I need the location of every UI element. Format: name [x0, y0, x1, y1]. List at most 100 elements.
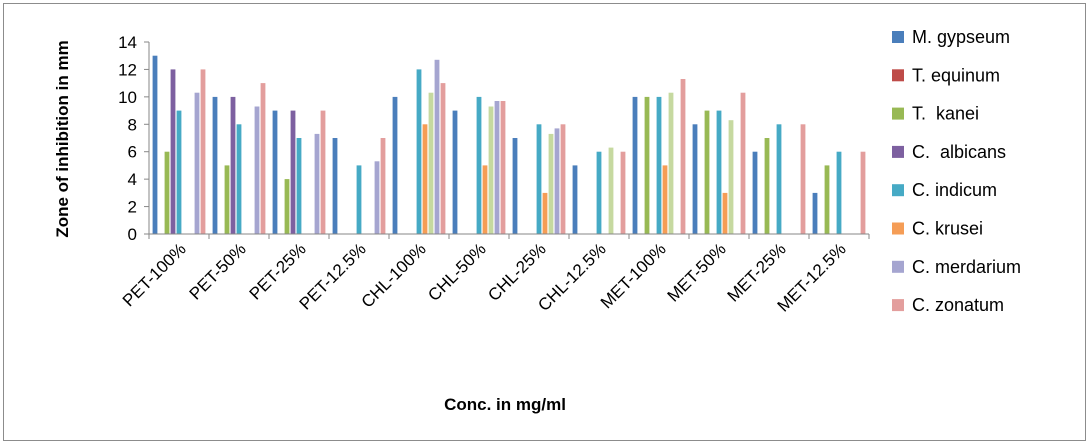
- bar-m-gypseum: [392, 96, 398, 235]
- bar-chart: 02468101214PET-100%PET-50%PET-25%PET-12.…: [53, 27, 1021, 414]
- bar-extra: [428, 92, 434, 234]
- legend-swatch: [892, 31, 904, 43]
- bar-c-indicum: [356, 165, 362, 234]
- bar-extra: [488, 106, 494, 234]
- x-category-label: CHL-100%: [358, 239, 430, 311]
- bar-c-indicum: [536, 124, 542, 234]
- bar-c-zonatum: [200, 69, 206, 235]
- bar-t-kanei: [284, 179, 290, 234]
- bar-m-gypseum: [752, 151, 758, 234]
- bar-c-zonatum: [320, 110, 326, 234]
- bar-c-zonatum: [800, 124, 806, 234]
- legend-swatch: [892, 107, 904, 120]
- y-tick-label: 10: [118, 88, 137, 107]
- bar-c-merdarium: [434, 59, 440, 234]
- bar-c-indicum: [716, 110, 722, 234]
- bar-c-merdarium: [254, 106, 260, 234]
- legend-label: M. gypseum: [912, 27, 1010, 47]
- bar-c-merdarium: [314, 133, 320, 234]
- bar-extra: [668, 92, 674, 234]
- y-tick-label: 2: [128, 198, 137, 217]
- bar-t-kanei: [224, 165, 230, 234]
- bar-c-krusei: [542, 192, 548, 234]
- y-tick-label: 12: [118, 60, 137, 79]
- axes-layer: [144, 41, 870, 239]
- bar-c-zonatum: [620, 151, 626, 234]
- bar-c-zonatum: [740, 92, 746, 234]
- y-tick-label: 0: [128, 225, 137, 244]
- bar-c-indicum: [476, 96, 482, 235]
- bar-c-indicum: [296, 138, 302, 234]
- bar-c-krusei: [722, 192, 728, 234]
- bar-c-zonatum: [860, 151, 866, 234]
- bar-m-gypseum: [332, 138, 338, 234]
- legend-label: C. merdarium: [912, 257, 1021, 277]
- bar-c-krusei: [662, 165, 668, 234]
- bar-c-indicum: [776, 124, 782, 234]
- legend-label: C. krusei: [912, 219, 983, 239]
- bar-c-indicum: [236, 124, 242, 234]
- bar-c-indicum: [836, 151, 842, 234]
- y-tick-label: 8: [128, 115, 137, 134]
- bar-m-gypseum: [632, 96, 638, 235]
- bar-m-gypseum: [152, 55, 158, 235]
- bar-t-kanei: [704, 110, 710, 234]
- bar-c-albicans: [290, 110, 296, 234]
- chart-frame: 0 2 4 6 8 10 12 14 PET-100% PET-50% PET-25% PET-12.…: [3, 3, 1086, 441]
- bar-c-zonatum: [380, 138, 386, 234]
- bar-t-kanei: [164, 151, 170, 234]
- y-tick-label: 6: [128, 143, 137, 162]
- legend-swatch: [892, 260, 904, 273]
- x-category-label: PET-50%: [186, 239, 250, 303]
- legend-swatch: [892, 69, 904, 82]
- bar-c-merdarium: [194, 92, 200, 234]
- legend-swatch: [892, 145, 904, 158]
- bar-c-krusei: [482, 165, 488, 234]
- bar-c-indicum: [656, 96, 662, 235]
- x-category-label: MET-100%: [597, 239, 670, 312]
- x-category-label: MET-50%: [664, 239, 730, 305]
- bar-c-zonatum: [260, 83, 266, 234]
- bar-m-gypseum: [212, 96, 218, 235]
- bar-t-kanei: [644, 96, 650, 235]
- x-category-label: PET-100%: [119, 239, 190, 310]
- bar-c-albicans: [230, 96, 236, 235]
- legend: M. gypseum T. equinum T. kanei C. albicans C…: [892, 27, 1021, 315]
- bar-m-gypseum: [452, 110, 458, 234]
- bar-c-zonatum: [500, 101, 506, 234]
- bar-c-merdarium: [494, 101, 500, 234]
- bar-c-indicum: [176, 110, 182, 234]
- bar-extra: [608, 147, 614, 234]
- legend-label: T. equinum: [912, 65, 1000, 85]
- bar-m-gypseum: [272, 110, 278, 234]
- bar-extra: [728, 120, 734, 234]
- y-tick-label: 14: [118, 33, 137, 52]
- bar-c-indicum: [596, 151, 602, 234]
- bar-t-kanei: [824, 165, 830, 234]
- y-axis-title: Zone of inhibition in mm: [53, 40, 72, 237]
- y-tick-label: 4: [128, 170, 137, 189]
- bar-m-gypseum: [692, 124, 698, 234]
- bar-c-merdarium: [554, 128, 560, 234]
- bar-c-indicum: [416, 69, 422, 235]
- legend-swatch: [892, 299, 904, 312]
- bar-m-gypseum: [812, 192, 818, 234]
- legend-label: C. zonatum: [912, 295, 1004, 315]
- bar-t-kanei: [764, 138, 770, 234]
- legend-label: T. kanei: [912, 104, 979, 124]
- bar-c-albicans: [170, 69, 176, 235]
- bar-c-zonatum: [440, 83, 446, 234]
- bars-layer: [152, 55, 866, 235]
- x-axis-title: Conc. in mg/ml: [444, 395, 566, 414]
- legend-label: C. indicum: [912, 180, 997, 200]
- x-category-label: PET-25%: [246, 239, 310, 303]
- bar-m-gypseum: [572, 165, 578, 234]
- bar-c-krusei: [422, 124, 428, 234]
- legend-swatch: [892, 222, 904, 235]
- bar-c-zonatum: [560, 124, 566, 234]
- bar-c-zonatum: [680, 79, 686, 234]
- bar-m-gypseum: [512, 138, 518, 234]
- bar-c-merdarium: [374, 161, 380, 234]
- legend-label: C. albicans: [912, 142, 1006, 162]
- x-category-label: CHL-50%: [424, 239, 490, 305]
